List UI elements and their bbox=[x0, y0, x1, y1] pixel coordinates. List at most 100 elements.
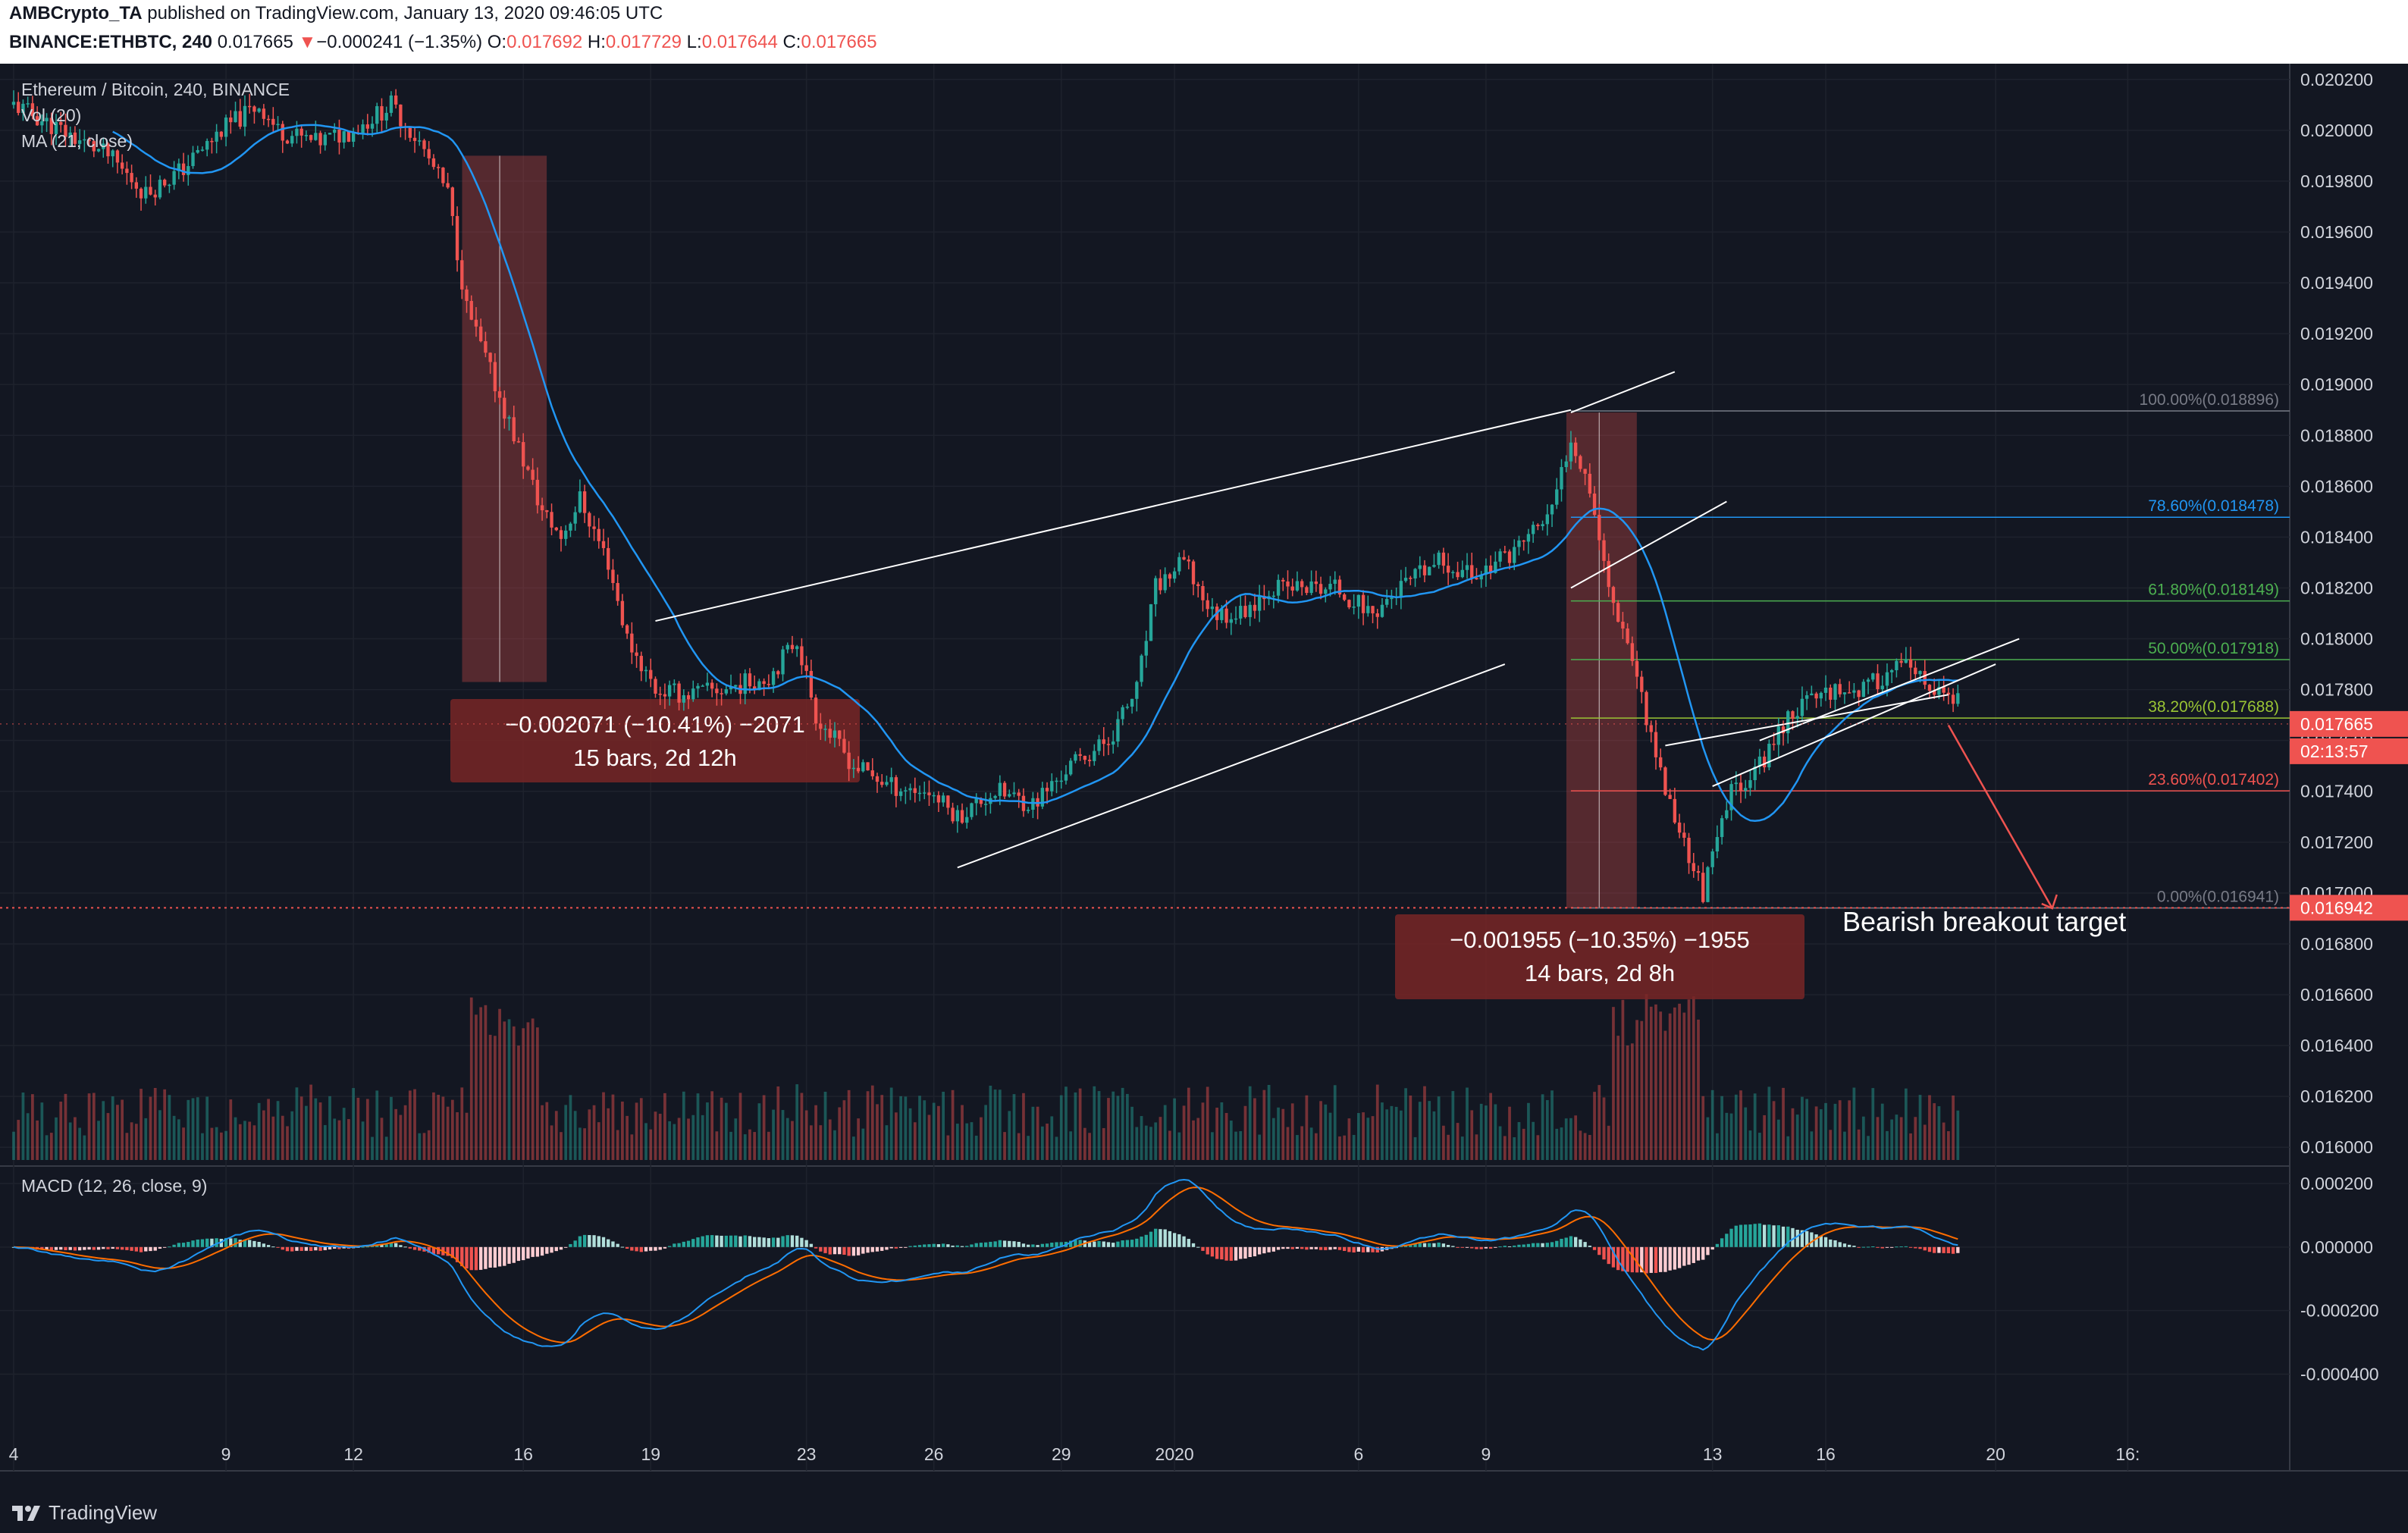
candle-body bbox=[1243, 606, 1247, 617]
candle-body bbox=[734, 685, 738, 687]
candle-body bbox=[1800, 698, 1804, 716]
macd-histogram-bar bbox=[1121, 1240, 1124, 1247]
volume-bar bbox=[1149, 1127, 1152, 1160]
volume-bar bbox=[1362, 1112, 1365, 1160]
macd-histogram-bar bbox=[1668, 1246, 1672, 1271]
volume-bar bbox=[1248, 1086, 1252, 1160]
candle-body bbox=[535, 479, 540, 506]
macd-histogram-bar bbox=[870, 1246, 874, 1252]
macd-histogram-bar bbox=[337, 1246, 341, 1249]
volume-bar bbox=[1116, 1096, 1120, 1160]
candle-body bbox=[252, 106, 256, 112]
macd-histogram-bar bbox=[1295, 1246, 1300, 1249]
volume-bar bbox=[1135, 1127, 1139, 1160]
candle-body bbox=[1106, 744, 1111, 745]
macd-histogram-bar bbox=[644, 1246, 648, 1252]
candle-body bbox=[1852, 690, 1856, 693]
fib-level-label: 78.60%(0.018478) bbox=[2148, 497, 2279, 515]
macd-histogram-bar bbox=[673, 1243, 676, 1247]
volume-bar bbox=[59, 1102, 63, 1160]
volume-bar bbox=[1277, 1107, 1280, 1160]
candle-body bbox=[667, 685, 672, 697]
candle-body bbox=[1810, 693, 1814, 696]
candle-body bbox=[1545, 514, 1549, 525]
volume-bar bbox=[1532, 1121, 1535, 1160]
macd-histogram-bar bbox=[545, 1246, 549, 1254]
macd-histogram-bar bbox=[403, 1246, 407, 1248]
macd-histogram-bar bbox=[328, 1246, 332, 1249]
volume-bar bbox=[833, 1130, 836, 1160]
volume-bar bbox=[1710, 1089, 1714, 1160]
candle-body bbox=[898, 791, 903, 796]
candle-body bbox=[927, 792, 931, 795]
price-tick-label: 0.018800 bbox=[2300, 425, 2373, 445]
macd-histogram-bar bbox=[1842, 1243, 1847, 1247]
macd-histogram-bar bbox=[73, 1246, 77, 1251]
macd-histogram-bar bbox=[158, 1246, 162, 1249]
volume-bar bbox=[399, 1114, 403, 1160]
volume-bar bbox=[870, 1085, 874, 1160]
macd-histogram-bar bbox=[1234, 1246, 1238, 1261]
publisher-name[interactable]: AMBCrypto_TA bbox=[9, 3, 143, 24]
volume-bar bbox=[1031, 1106, 1035, 1160]
candle-body bbox=[215, 131, 218, 142]
volume-bar bbox=[1852, 1087, 1856, 1160]
volume-bar bbox=[522, 1028, 525, 1160]
macd-histogram-bar bbox=[1356, 1246, 1361, 1252]
macd-histogram-bar bbox=[1560, 1238, 1563, 1247]
candle-body bbox=[1456, 572, 1460, 578]
macd-histogram-bar bbox=[1507, 1246, 1512, 1247]
volume-bar bbox=[1904, 1088, 1908, 1160]
volume-bar bbox=[1729, 1113, 1733, 1160]
fib-retracement[interactable]: 100.00%(0.018896) 78.60%(0.018478) 61.80%(… bbox=[1570, 391, 2290, 909]
volume-bar bbox=[1560, 1127, 1563, 1160]
volume-bar bbox=[149, 1096, 152, 1160]
candle-body bbox=[917, 792, 922, 795]
macd-histogram-bar bbox=[1597, 1246, 1601, 1256]
volume-bar bbox=[1593, 1092, 1596, 1160]
candle-body bbox=[219, 131, 224, 137]
candle-body bbox=[361, 124, 365, 133]
time-tick-label: 2020 bbox=[1155, 1444, 1194, 1464]
candle-body bbox=[427, 149, 431, 158]
volume-bar bbox=[1206, 1086, 1209, 1160]
tradingview-logo[interactable]: TradingView bbox=[11, 1501, 157, 1525]
candle-body bbox=[753, 686, 757, 691]
volume-bar bbox=[234, 1117, 237, 1160]
candle-body bbox=[507, 417, 511, 419]
macd-histogram-bar bbox=[1956, 1246, 1960, 1253]
candle-body bbox=[1706, 867, 1710, 902]
candle-body bbox=[814, 698, 818, 724]
candle-body bbox=[1290, 586, 1294, 591]
chart-svg[interactable]: −0.002071 (−10.41%) −2071 15 bars, 2d 12h… bbox=[0, 64, 2408, 1495]
volume-bar bbox=[1290, 1103, 1294, 1160]
volume-bar bbox=[663, 1093, 666, 1160]
volume-bar bbox=[823, 1091, 827, 1160]
candle-body bbox=[1786, 711, 1790, 734]
volume-bar bbox=[384, 1136, 388, 1160]
trendlines[interactable] bbox=[0, 371, 2290, 910]
chart-area[interactable]: −0.002071 (−10.41%) −2071 15 bars, 2d 12h… bbox=[0, 64, 2408, 1495]
candle-body bbox=[328, 133, 332, 135]
candle-body bbox=[1663, 767, 1667, 795]
candle-body bbox=[1097, 739, 1101, 751]
volume-bar bbox=[635, 1102, 638, 1160]
volume-bar bbox=[446, 1106, 450, 1160]
macd-histogram-bar bbox=[1409, 1244, 1413, 1247]
macd-histogram-bar bbox=[998, 1240, 1002, 1247]
macd-histogram-bar bbox=[1645, 1246, 1648, 1274]
volume-bar bbox=[1748, 1130, 1752, 1160]
candle-body bbox=[516, 441, 521, 443]
macd-histogram-bar bbox=[1531, 1243, 1535, 1247]
candle-body bbox=[838, 730, 842, 739]
volume-bar bbox=[1942, 1122, 1946, 1160]
volume-bar bbox=[677, 1118, 681, 1160]
volume-bar bbox=[1243, 1105, 1247, 1160]
macd-histogram-bar bbox=[1767, 1224, 1771, 1247]
macd-histogram-bar bbox=[1588, 1246, 1592, 1247]
candle-body bbox=[144, 187, 148, 199]
volume-bar bbox=[1046, 1124, 1049, 1160]
candle-body bbox=[1838, 684, 1842, 694]
macd-histogram-bar bbox=[1026, 1244, 1030, 1247]
volume-bar bbox=[1848, 1100, 1851, 1160]
